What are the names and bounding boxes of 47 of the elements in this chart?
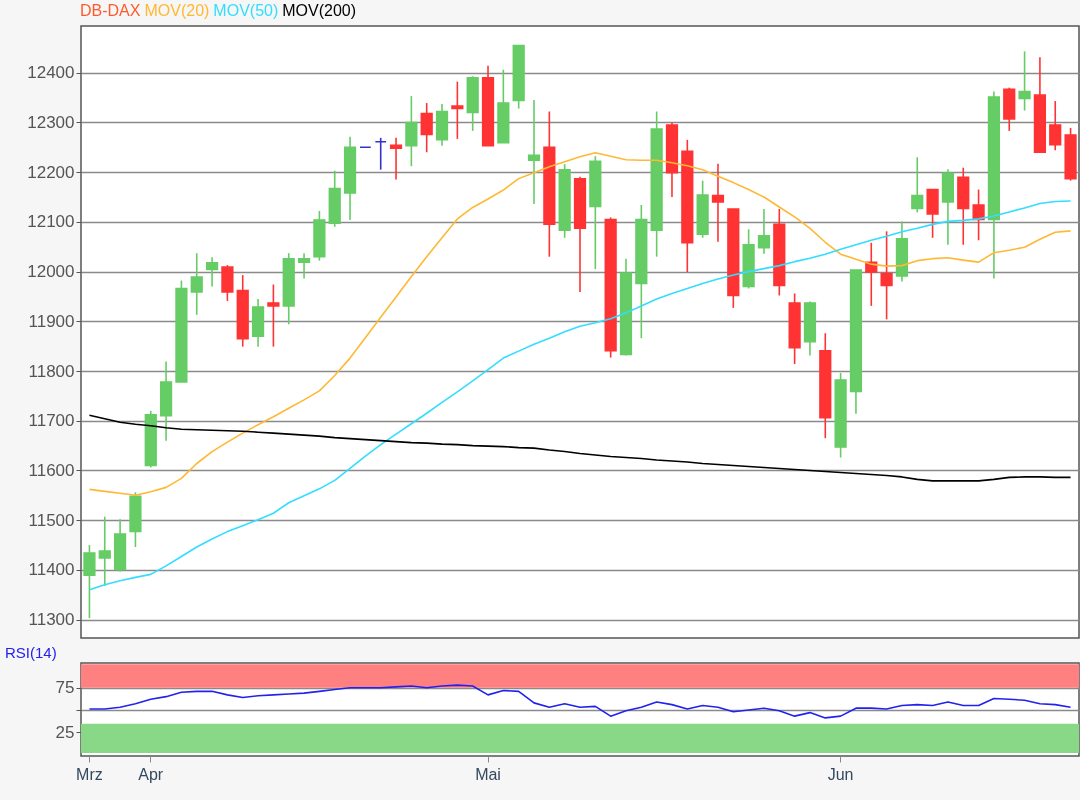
line-series [88,200,1072,591]
y-tick-label: 25 [55,722,75,742]
candlestick [190,252,203,316]
y-tick-label: 11700 [28,411,75,431]
y-tick-label: 75 [55,678,75,698]
y-tick-label: 11900 [28,311,75,331]
candlestick [83,544,96,619]
candlestick [972,188,985,242]
y-tick-label: 11400 [28,560,75,580]
candlestick [374,137,387,171]
candlestick [1018,50,1031,112]
line-series [88,684,1072,719]
line-series [88,414,1072,482]
candlestick [405,95,418,167]
candlestick [389,137,403,181]
y-tick-label: 11300 [28,610,75,630]
candlestick [711,162,725,243]
candlestick [527,99,541,205]
candlestick [205,256,219,288]
candlestick [911,156,924,214]
candlestick [267,283,280,348]
line-series [88,151,1072,497]
chart-title: RSI(14) [5,644,57,661]
y-tick-label: 12200 [27,162,75,182]
y-tick-label: 11800 [28,361,75,381]
candlestick [297,252,311,280]
x-tick-label: Apr [138,765,164,783]
text: MOV(20) [144,1,210,21]
candlestick [880,230,893,321]
text: MOV(200) [282,1,357,21]
candlestick [1049,100,1062,152]
candlestick [757,208,771,255]
chart-title: DB-DAX [80,1,141,21]
x-tick-label: Jun [827,765,854,783]
x-tick-label: Mai [475,765,501,783]
candlestick [98,515,111,587]
y-tick-label: 11600 [28,460,75,480]
text: MOV(50) [213,1,279,21]
candlestick [865,241,878,307]
y-tick-label: 12100 [27,212,75,232]
candlestick [451,80,464,140]
y-tick-label: 12000 [27,262,75,282]
y-tick-label: 11500 [28,510,75,530]
x-tick-label: Mrz [76,765,103,783]
candlestick [420,102,433,154]
y-tick-label: 12400 [27,63,75,83]
y-tick-label: 12300 [27,112,75,132]
